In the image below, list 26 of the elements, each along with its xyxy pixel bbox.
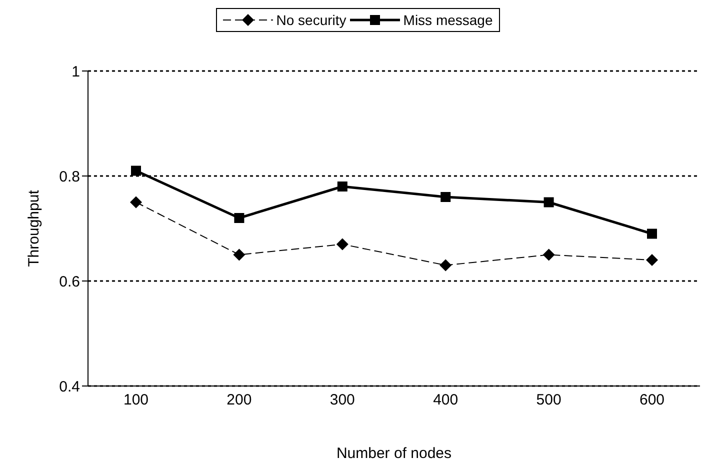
point bbox=[130, 196, 142, 208]
legend-label: No security bbox=[276, 12, 346, 28]
y-tick-label: 0.6 bbox=[59, 273, 80, 290]
x-tick-label: 400 bbox=[433, 392, 458, 409]
point bbox=[440, 192, 451, 202]
point bbox=[544, 197, 554, 208]
y-tick-label: 0.4 bbox=[59, 378, 80, 396]
y-tick-label: 0.8 bbox=[59, 168, 80, 186]
y-tick-label: 1 bbox=[72, 63, 80, 80]
x-tick-label: 100 bbox=[123, 392, 149, 409]
point bbox=[337, 182, 348, 192]
x-tick-label: 300 bbox=[330, 392, 355, 409]
point bbox=[542, 248, 555, 261]
point bbox=[233, 248, 246, 261]
x-tick-label: 600 bbox=[639, 392, 665, 409]
point bbox=[647, 228, 657, 239]
point bbox=[336, 238, 348, 250]
point bbox=[234, 213, 244, 223]
point bbox=[646, 254, 658, 266]
x-tick-label: 500 bbox=[536, 392, 562, 409]
point bbox=[131, 166, 141, 176]
legend-label: Miss message bbox=[403, 12, 493, 28]
x-tick-label: 200 bbox=[226, 392, 252, 409]
point bbox=[440, 259, 452, 272]
x-axis-title: Number of nodes bbox=[336, 445, 452, 462]
y-axis-title: Throughput bbox=[25, 189, 42, 267]
